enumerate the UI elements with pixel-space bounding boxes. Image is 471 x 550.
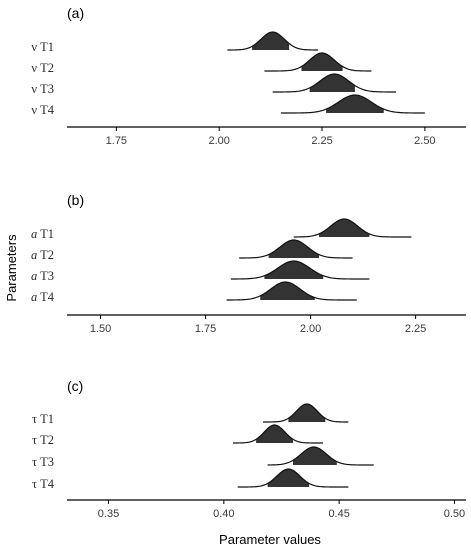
panel-label: (b) (67, 192, 84, 208)
parameter-condition: T4 (37, 103, 55, 117)
ridge-density-curve (227, 31, 318, 51)
parameter-label: ν T4 (31, 103, 54, 117)
parameter-condition: T1 (37, 227, 54, 241)
x-tick-label: 1.75 (106, 135, 127, 147)
parameter-condition: T4 (37, 477, 55, 491)
ridge-density-curve (237, 468, 349, 488)
panel-label: (a) (67, 5, 84, 21)
parameter-label: a T1 (31, 227, 54, 241)
ridge-shaded-interval (252, 32, 290, 50)
parameter-condition: T2 (37, 433, 54, 447)
ridge-shaded-interval (264, 261, 324, 279)
ridge-shaded-interval (256, 425, 294, 443)
parameter-condition: T3 (37, 269, 54, 283)
ridge-shaded-interval (288, 404, 326, 422)
parameter-label: τ T3 (32, 455, 54, 469)
ridge-shaded-interval (309, 74, 355, 92)
ridge-density-curve (264, 52, 372, 72)
parameter-condition: T1 (37, 412, 54, 426)
x-tick-label: 2.00 (208, 135, 229, 147)
parameter-condition: T3 (37, 455, 54, 469)
parameter-condition: T3 (37, 82, 54, 96)
ridge-shaded-interval (293, 447, 337, 465)
ridge-shaded-interval (268, 240, 319, 258)
parameter-symbol: ν (31, 82, 37, 96)
ridge-density-curve (280, 94, 425, 114)
parameter-label: a T4 (31, 290, 55, 304)
parameter-symbol: τ (32, 412, 37, 426)
x-tick-label: 2.25 (311, 135, 332, 147)
ridge-shaded-interval (326, 95, 384, 113)
x-tick-label: 1.50 (90, 323, 111, 335)
parameter-symbol: a (31, 269, 37, 283)
parameter-symbol: ν (31, 40, 37, 54)
parameter-symbol: ν (31, 61, 37, 75)
parameter-condition: T2 (37, 61, 54, 75)
x-tick-label: 0.35 (98, 508, 119, 520)
x-tick-label: 0.50 (444, 508, 465, 520)
ridge-density-curve (263, 403, 349, 423)
parameter-label: ν T1 (31, 40, 54, 54)
ridge-shaded-interval (267, 469, 310, 487)
ridge-density-curve (230, 260, 370, 280)
x-tick-label: 2.25 (405, 323, 426, 335)
x-tick-label: 2.50 (414, 135, 435, 147)
x-axis-title: Parameter values (219, 532, 321, 547)
ridge-density-curve (226, 281, 357, 301)
x-tick-label: 0.40 (213, 508, 234, 520)
x-tick-label: 0.45 (328, 508, 349, 520)
parameter-condition: T4 (37, 290, 55, 304)
x-tick-label: 1.75 (195, 323, 216, 335)
parameter-symbol: a (31, 290, 37, 304)
parameter-label: a T3 (31, 269, 54, 283)
ridge-density-curve (272, 73, 397, 93)
parameter-label: τ T1 (32, 412, 54, 426)
parameter-symbol: ν (31, 103, 37, 117)
parameter-condition: T2 (37, 248, 54, 262)
x-tick-label: 2.00 (300, 323, 321, 335)
parameter-symbol: τ (32, 455, 37, 469)
ridge-density-curve (239, 239, 353, 259)
ridge-density-curve (233, 424, 324, 444)
ridge-shaded-interval (301, 53, 343, 71)
ridge-density-curve (293, 218, 412, 238)
parameter-symbol: a (31, 248, 37, 262)
ridge-density-curve (267, 446, 374, 466)
parameter-label: τ T2 (32, 433, 54, 447)
ridge-shaded-interval (260, 282, 315, 300)
parameter-label: ν T2 (31, 61, 54, 75)
parameter-label: τ T4 (32, 477, 55, 491)
parameter-label: ν T3 (31, 82, 54, 96)
parameter-label: a T2 (31, 248, 54, 262)
y-axis-title: Parameters (4, 234, 19, 302)
parameter-symbol: a (31, 227, 37, 241)
panel-label: (c) (67, 378, 83, 394)
parameter-symbol: τ (32, 433, 37, 447)
ridge-shaded-interval (319, 219, 370, 237)
parameter-condition: T1 (37, 40, 54, 54)
parameter-symbol: τ (32, 477, 37, 491)
